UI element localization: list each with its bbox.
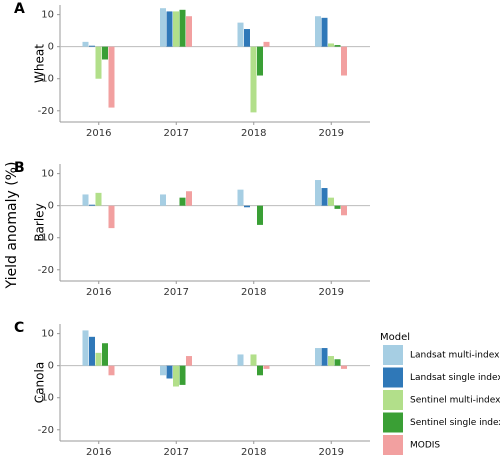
- bar: [263, 41, 270, 47]
- x-tick-label: 2017: [164, 287, 189, 298]
- x-tick-label: 2017: [164, 128, 189, 139]
- bar: [334, 45, 341, 47]
- legend-label: MODIS: [410, 441, 440, 451]
- bar: [315, 16, 321, 47]
- legend-label: Sentinel multi-index: [410, 396, 500, 406]
- legend-key: [383, 435, 403, 455]
- y-tick-label: 0: [48, 361, 54, 372]
- x-tick-label: 2016: [86, 128, 111, 139]
- bar: [250, 46, 257, 113]
- shared-y-label: Yield anomaly (%): [4, 162, 20, 290]
- panel-y-label: Wheat: [33, 44, 47, 83]
- bar: [179, 365, 186, 385]
- x-tick-label: 2018: [241, 128, 266, 139]
- legend-label: Landsat single index: [410, 373, 500, 383]
- y-tick-label: -10: [38, 74, 54, 85]
- bar: [160, 194, 166, 206]
- bar: [166, 365, 173, 379]
- bar: [321, 348, 328, 366]
- bar: [89, 336, 95, 366]
- bar: [341, 365, 347, 369]
- panel-label: A: [14, 1, 25, 17]
- bar: [257, 46, 263, 76]
- legend-title: Model: [380, 332, 410, 343]
- panel-y-label: Canola: [33, 362, 47, 403]
- bar: [315, 348, 321, 366]
- bar: [244, 29, 250, 47]
- x-tick-label: 2016: [86, 287, 111, 298]
- legend-key: [383, 367, 403, 388]
- x-tick-label: 2019: [319, 447, 344, 455]
- bar: [179, 9, 186, 47]
- bar: [237, 189, 244, 206]
- panel-y-label: Barley: [33, 203, 47, 241]
- bar: [334, 359, 341, 366]
- bar: [89, 204, 95, 206]
- bar: [321, 188, 328, 206]
- x-tick-label: 2017: [164, 447, 189, 455]
- bar: [108, 205, 115, 229]
- legend-label: Sentinel single index: [410, 418, 500, 428]
- y-tick-label: -20: [38, 265, 54, 276]
- x-tick-label: 2016: [86, 447, 111, 455]
- bar: [95, 46, 102, 79]
- bar: [108, 46, 115, 108]
- bar: [82, 41, 89, 47]
- bar: [82, 194, 89, 206]
- bar: [95, 192, 102, 206]
- bar: [95, 352, 102, 366]
- bar: [160, 8, 166, 47]
- bar: [244, 205, 250, 208]
- bar: [263, 365, 270, 369]
- bar: [250, 354, 257, 366]
- panel-label: C: [14, 320, 24, 336]
- bar: [160, 365, 166, 376]
- bar: [186, 191, 192, 206]
- y-tick-label: -20: [38, 425, 54, 436]
- y-tick-label: -20: [38, 106, 54, 117]
- legend-label: Landsat multi-index: [410, 351, 500, 361]
- legend-key: [383, 412, 403, 433]
- bar: [186, 16, 192, 47]
- y-tick-label: -10: [38, 393, 54, 404]
- bar: [173, 11, 179, 47]
- bar: [82, 330, 89, 366]
- bar: [257, 365, 263, 376]
- bar: [328, 356, 334, 366]
- bar: [102, 46, 108, 60]
- y-tick-label: 10: [41, 169, 54, 180]
- legend-key: [383, 390, 403, 410]
- bar: [173, 365, 179, 387]
- bar: [257, 205, 263, 225]
- x-tick-label: 2019: [319, 128, 344, 139]
- x-tick-label: 2018: [241, 447, 266, 455]
- bar: [102, 343, 108, 366]
- bar: [166, 11, 173, 47]
- bar: [321, 17, 328, 47]
- bar: [237, 22, 244, 47]
- bar: [341, 46, 347, 76]
- y-tick-label: -10: [38, 233, 54, 244]
- bar: [89, 45, 95, 47]
- bar: [237, 354, 244, 366]
- y-tick-label: 10: [41, 10, 54, 21]
- x-tick-label: 2018: [241, 287, 266, 298]
- y-tick-label: 0: [48, 42, 54, 53]
- legend-key: [383, 345, 403, 365]
- bar: [315, 180, 321, 206]
- y-tick-label: 10: [41, 329, 54, 340]
- x-tick-label: 2019: [319, 287, 344, 298]
- y-tick-label: 0: [48, 201, 54, 212]
- panel-label: B: [14, 160, 25, 176]
- bar: [179, 197, 186, 206]
- bar: [328, 43, 334, 47]
- bar: [186, 356, 192, 366]
- bar: [334, 205, 341, 209]
- bar: [328, 197, 334, 206]
- bar: [108, 365, 115, 376]
- bar: [341, 205, 347, 216]
